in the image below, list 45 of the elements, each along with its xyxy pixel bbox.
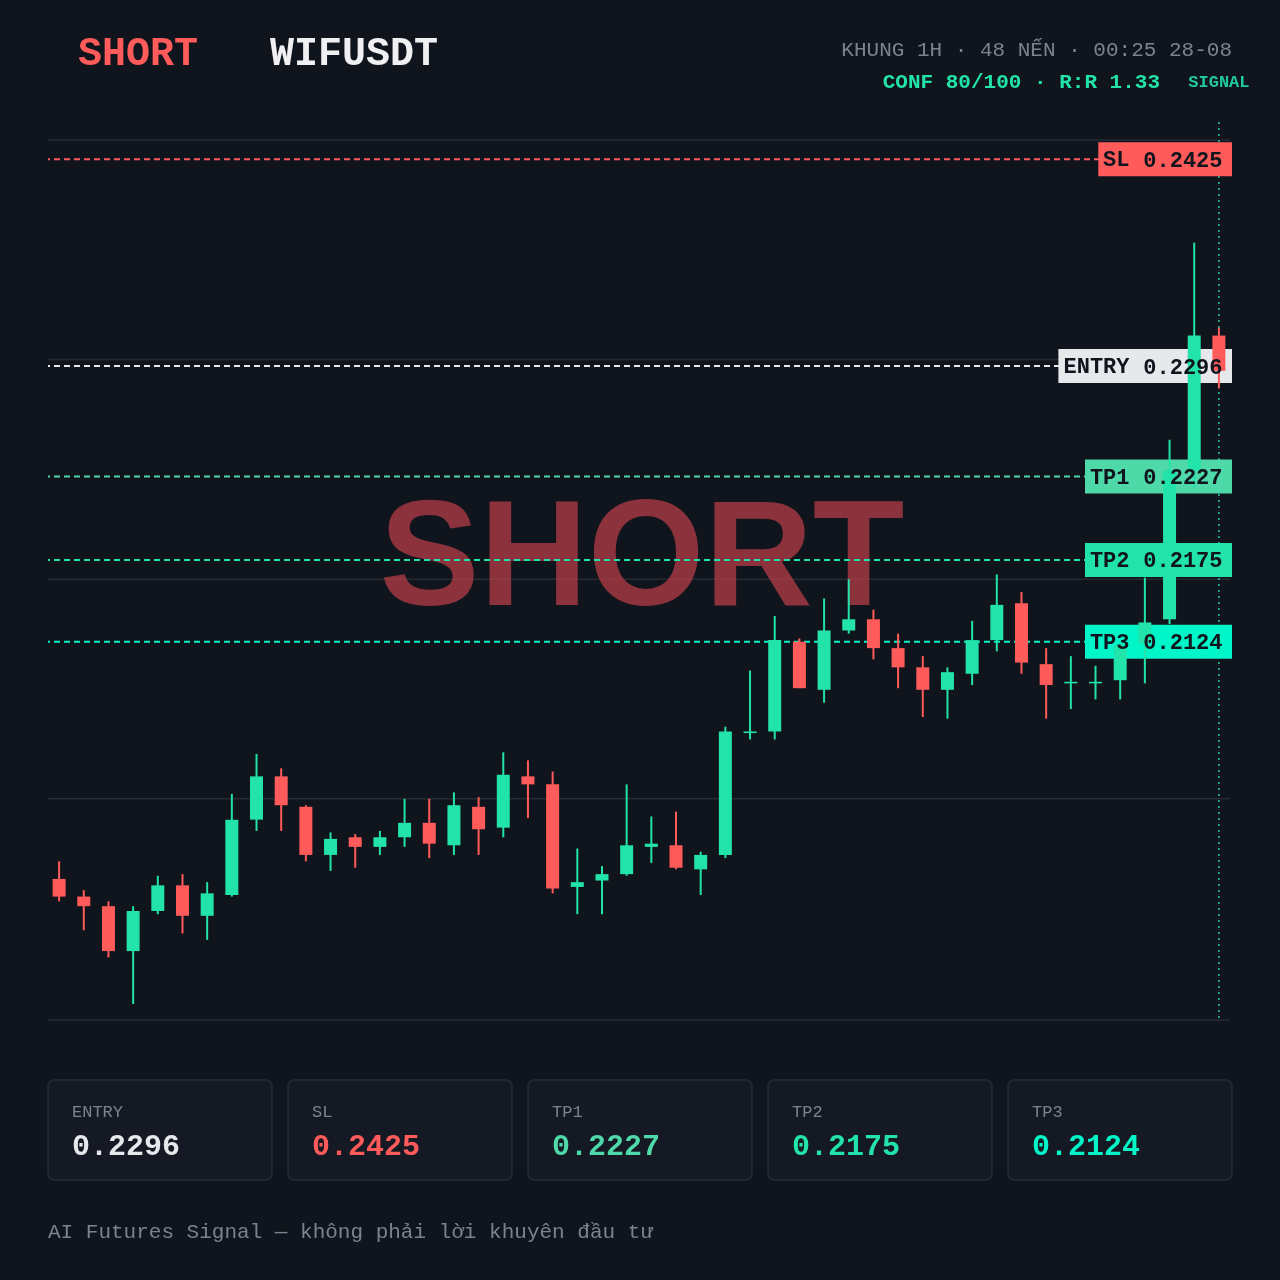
candlestick bbox=[52, 860, 66, 903]
candlestick bbox=[200, 881, 214, 941]
text: 0.2227 bbox=[552, 1130, 661, 1164]
ref-line-label: ENTRY bbox=[1063, 355, 1131, 381]
text: TP2 bbox=[792, 1103, 823, 1122]
text: SIGNAL bbox=[1188, 73, 1250, 92]
chart-title: SHORT bbox=[78, 32, 199, 77]
text: ENTRY bbox=[72, 1103, 124, 1122]
y-tick-label: 0.2425 bbox=[1143, 148, 1223, 174]
chart-subtitle: WIFUSDT bbox=[270, 32, 439, 77]
candlestick bbox=[891, 632, 905, 690]
y-tick-label: 0.2227 bbox=[1143, 466, 1223, 492]
text: KHUNG 1H · 48 NẾN · 00:25 28-08 bbox=[841, 38, 1232, 62]
text: 0.2175 bbox=[792, 1130, 901, 1164]
text: 0.2425 bbox=[312, 1130, 421, 1164]
text: 0.2124 bbox=[1032, 1130, 1141, 1164]
candlestick bbox=[373, 829, 387, 856]
text: CONF 80/100 · R:R 1.33 bbox=[882, 71, 1160, 94]
ref-line-label: TP1 bbox=[1089, 465, 1130, 491]
text: TP1 bbox=[552, 1103, 583, 1122]
ref-line-label: SL bbox=[1103, 148, 1130, 174]
candlestick bbox=[472, 796, 486, 856]
candlestick bbox=[940, 666, 954, 720]
candlestick bbox=[595, 865, 609, 916]
text: SL bbox=[312, 1103, 333, 1122]
candlestick bbox=[669, 810, 683, 871]
y-tick-label: 0.2175 bbox=[1143, 549, 1223, 575]
candlestick bbox=[77, 889, 91, 932]
ref-line-label: TP2 bbox=[1089, 548, 1130, 574]
candlestick bbox=[521, 759, 535, 820]
candlestick bbox=[422, 797, 436, 860]
candlestick bbox=[694, 850, 708, 896]
candlestick bbox=[324, 831, 338, 872]
candlestick bbox=[348, 833, 362, 869]
text: 0.2296 bbox=[72, 1130, 181, 1164]
candlestick bbox=[743, 669, 757, 741]
candlestick bbox=[1039, 647, 1053, 720]
candlestick bbox=[570, 847, 584, 916]
text: AI Futures Signal — không phải lời khuyên đầu tư bbox=[48, 1221, 654, 1244]
candlestick bbox=[644, 815, 658, 864]
candlestick bbox=[916, 655, 930, 719]
text: TP3 bbox=[1032, 1103, 1063, 1122]
y-tick-label: 0.2124 bbox=[1143, 631, 1223, 657]
candlestick bbox=[398, 797, 412, 848]
ref-line-label: TP3 bbox=[1089, 630, 1130, 656]
